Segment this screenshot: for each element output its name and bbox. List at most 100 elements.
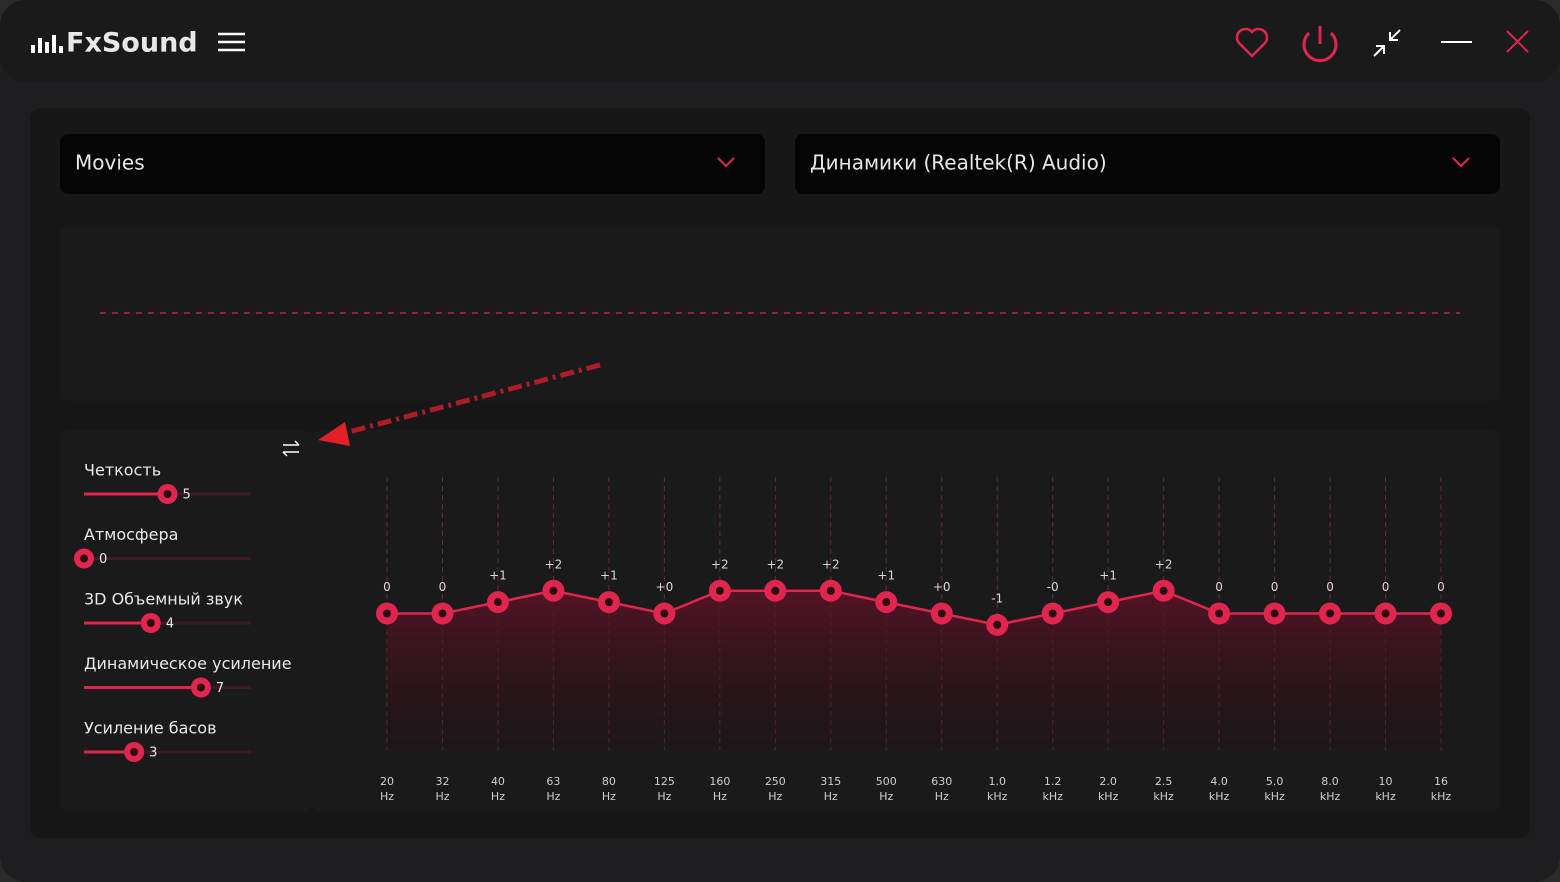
eq-point-center — [1326, 609, 1335, 618]
eq-point-center — [604, 598, 613, 607]
power-button[interactable] — [1302, 26, 1338, 63]
band-freq: 16 — [1434, 775, 1448, 788]
effect-label: Динамическое усиление — [84, 654, 292, 673]
brand: FxSound — [66, 28, 198, 59]
band-freq: 315 — [820, 775, 841, 788]
band-value: 0 — [1215, 580, 1223, 594]
logo-icon — [31, 35, 63, 53]
eq-point-center — [660, 609, 669, 618]
band-unit: Hz — [879, 790, 893, 803]
effect-value: 7 — [216, 681, 224, 696]
band-unit: Hz — [380, 790, 394, 803]
band-unit: kHz — [1264, 790, 1285, 803]
band-freq: 250 — [765, 775, 786, 788]
eq-point-center — [438, 609, 447, 618]
effect-label: Четкость — [84, 461, 161, 480]
band-unit: kHz — [1209, 790, 1230, 803]
band-value: +1 — [1099, 569, 1117, 583]
band-freq: 2.0 — [1099, 775, 1117, 788]
compact-button[interactable] — [1373, 29, 1401, 57]
band-value: 0 — [1326, 580, 1334, 594]
eq-point-center — [1381, 609, 1390, 618]
band-freq: 40 — [491, 775, 505, 788]
swap-button[interactable] — [282, 440, 300, 457]
band-unit: kHz — [1375, 790, 1396, 803]
band-value: 0 — [1271, 580, 1279, 594]
effect-value: 3 — [149, 746, 157, 761]
band-value: +0 — [656, 580, 674, 594]
effect-value: 5 — [183, 488, 191, 503]
slider-knob-center — [80, 554, 88, 563]
band-freq: 80 — [602, 775, 616, 788]
eq-point-center — [882, 598, 891, 607]
band-unit: kHz — [1320, 790, 1341, 803]
band-unit: kHz — [1098, 790, 1119, 803]
band-value: +1 — [877, 569, 895, 583]
eq-point-center — [1270, 609, 1279, 618]
band-value: +1 — [600, 569, 618, 583]
band-unit: Hz — [657, 790, 671, 803]
slider-knob-center — [196, 683, 205, 692]
band-unit: Hz — [713, 790, 727, 803]
eq-point-center — [826, 586, 835, 595]
preset-dropdown[interactable] — [60, 134, 765, 194]
band-freq: 2.5 — [1155, 775, 1173, 788]
favorite-button[interactable] — [1235, 27, 1269, 58]
band-freq: 125 — [654, 775, 675, 788]
band-unit: Hz — [602, 790, 616, 803]
band-unit: Hz — [935, 790, 949, 803]
eq-point-center — [493, 598, 502, 607]
eq-point-center — [771, 586, 780, 595]
eq-area — [387, 590, 1441, 750]
slider-knob-center — [130, 748, 139, 756]
band-value: +2 — [711, 557, 729, 571]
eq-point-center — [1215, 609, 1224, 618]
band-unit: Hz — [768, 790, 782, 803]
band-value: +2 — [545, 557, 563, 571]
band-freq: 160 — [709, 775, 730, 788]
device-dropdown[interactable] — [795, 134, 1500, 194]
band-unit: kHz — [1431, 790, 1452, 803]
effect-label: 3D Объемный звук — [84, 590, 243, 609]
band-freq: 1.0 — [988, 775, 1006, 788]
band-freq: 8.0 — [1321, 775, 1339, 788]
eq-point-center — [1437, 609, 1445, 618]
band-value: 0 — [1382, 580, 1390, 594]
band-unit: Hz — [546, 790, 560, 803]
band-value: 0 — [383, 580, 391, 594]
visualizer — [60, 225, 1500, 401]
band-unit: Hz — [435, 790, 449, 803]
eq-point-center — [549, 586, 558, 595]
eq-point-center — [1048, 609, 1057, 618]
band-unit: Hz — [824, 790, 838, 803]
band-freq: 20 — [380, 775, 394, 788]
eq-point-center — [1104, 598, 1113, 607]
eq-point-center — [993, 620, 1002, 629]
device-name: Динамики (Realtek(R) Audio) — [810, 151, 1107, 175]
preset-name: Movies — [75, 151, 145, 175]
band-unit: Hz — [491, 790, 505, 803]
dropdown-arrow — [1452, 157, 1470, 168]
band-unit: kHz — [1153, 790, 1174, 803]
effect-value: 0 — [99, 552, 107, 567]
slider-knob-center — [146, 619, 155, 627]
band-value: +2 — [766, 557, 784, 571]
annotation-arrow — [318, 362, 601, 446]
band-value: +2 — [822, 557, 840, 571]
eq-point-center — [937, 609, 946, 618]
band-value: -0 — [1047, 580, 1059, 594]
close-button[interactable] — [1506, 30, 1529, 53]
band-value: +1 — [489, 569, 507, 583]
band-freq: 1.2 — [1044, 775, 1062, 788]
eq-point-center — [1159, 586, 1168, 595]
eq-point-center — [383, 609, 391, 618]
effect-label: Атмосфера — [84, 525, 178, 544]
band-freq: 5.0 — [1266, 775, 1284, 788]
band-freq: 4.0 — [1210, 775, 1228, 788]
band-value: +0 — [933, 580, 951, 594]
menu-button[interactable] — [218, 32, 245, 52]
effect-label: Усиление басов — [84, 719, 217, 738]
band-freq: 32 — [435, 775, 449, 788]
